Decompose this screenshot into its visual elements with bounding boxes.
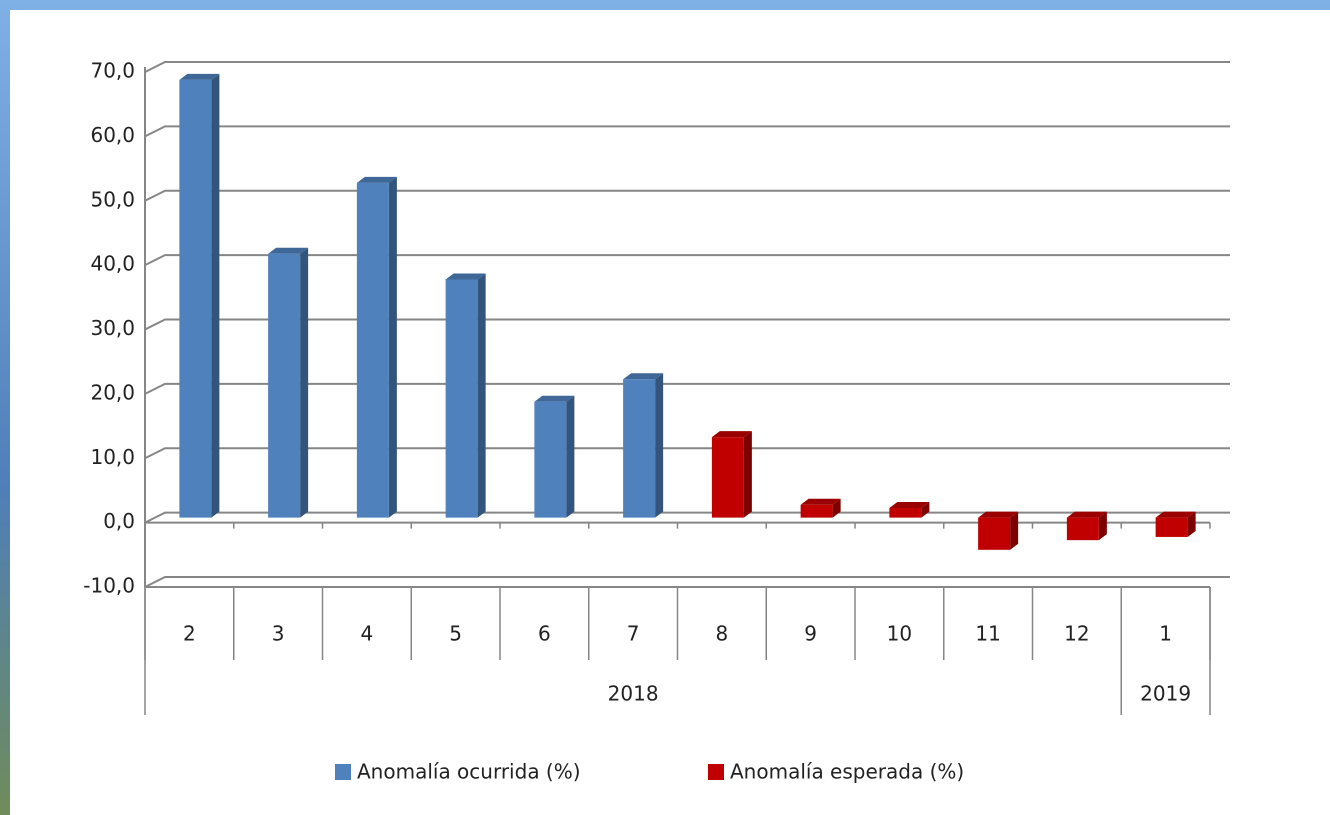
legend-swatch xyxy=(335,764,351,780)
x-tick-label: 11 xyxy=(975,622,1000,646)
x-tick-label: 1 xyxy=(1159,622,1172,646)
x-tick-label: 12 xyxy=(1064,622,1089,646)
y-tick-label: 70,0 xyxy=(90,59,135,83)
bar-side xyxy=(211,74,219,518)
y-tick-label: 30,0 xyxy=(90,316,135,340)
bar xyxy=(1156,518,1188,537)
bar xyxy=(712,437,744,517)
y-tick-label: 60,0 xyxy=(90,123,135,147)
bar-side xyxy=(300,248,308,518)
bar xyxy=(268,254,300,518)
bar xyxy=(179,80,211,518)
group-label: 2018 xyxy=(608,682,659,706)
bar-side xyxy=(566,396,574,518)
bar-side xyxy=(655,373,663,517)
bar xyxy=(801,505,833,518)
x-tick-label: 10 xyxy=(887,622,912,646)
legend-label: Anomalía esperada (%) xyxy=(730,760,964,784)
group-label: 2019 xyxy=(1140,682,1191,706)
x-tick-label: 5 xyxy=(449,622,462,646)
bar xyxy=(1067,518,1099,541)
legend-label: Anomalía ocurrida (%) xyxy=(357,760,581,784)
x-tick-label: 8 xyxy=(716,622,729,646)
x-tick-label: 2 xyxy=(183,622,196,646)
bar-side xyxy=(389,177,397,518)
bar-side xyxy=(478,273,486,517)
y-tick-label: 50,0 xyxy=(90,187,135,211)
bar xyxy=(357,183,389,518)
x-tick-label: 6 xyxy=(538,622,551,646)
bar xyxy=(978,518,1010,550)
bar-side xyxy=(1010,512,1018,550)
page: {"chart_data": {"type": "bar3d", "catego… xyxy=(0,0,1330,815)
x-tick-label: 3 xyxy=(272,622,285,646)
x-tick-label: 7 xyxy=(627,622,640,646)
y-tick-label: 0,0 xyxy=(103,509,135,533)
legend-swatch xyxy=(708,764,724,780)
y-tick-label: -10,0 xyxy=(83,574,135,598)
bar-side xyxy=(744,431,752,517)
bar xyxy=(534,402,566,518)
y-tick-label: 40,0 xyxy=(90,252,135,276)
bar xyxy=(446,279,478,517)
bar xyxy=(623,379,655,517)
y-tick-label: 10,0 xyxy=(90,445,135,469)
chart: -10,0 0,0 10,0 20,0 30,0 40,0 50,0 60,0 70,0 2 3 4 5… xyxy=(0,0,1330,815)
y-tick-label: 20,0 xyxy=(90,380,135,404)
bar xyxy=(889,508,921,518)
x-tick-label: 9 xyxy=(804,622,817,646)
x-tick-label: 4 xyxy=(361,622,374,646)
